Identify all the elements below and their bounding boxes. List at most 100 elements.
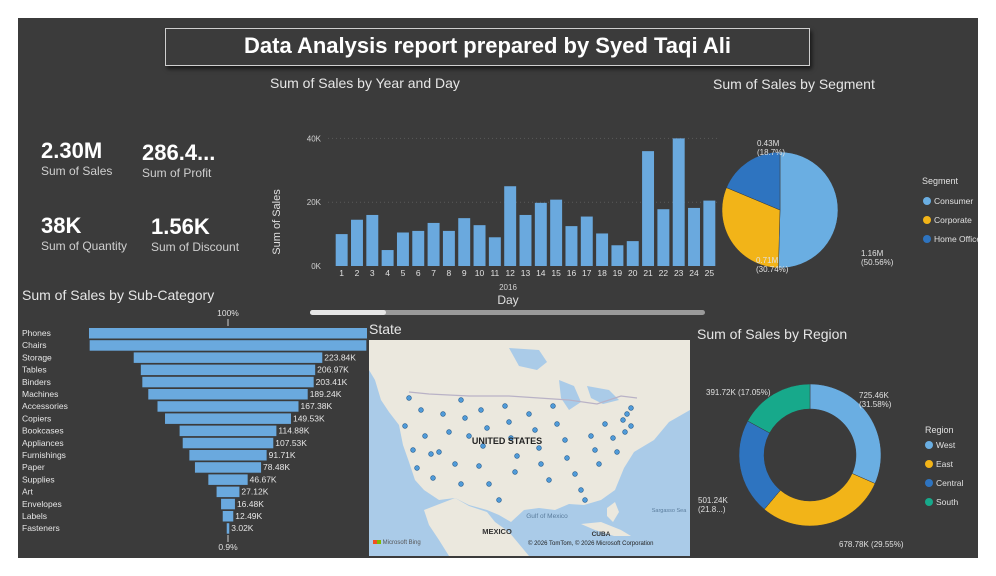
subcat-bar[interactable] [222,511,234,522]
year-day-bar[interactable] [550,199,563,266]
map-state-dot[interactable] [446,429,452,435]
year-day-bar[interactable] [381,250,394,266]
year-day-bar[interactable] [488,237,501,266]
map-state-dot[interactable] [620,417,626,423]
year-day-bar[interactable] [473,225,486,266]
map-state-dot[interactable] [628,423,634,429]
map-state-dot[interactable] [602,421,608,427]
kpi-discount-card[interactable]: 1.56K Sum of Discount [151,214,239,254]
segment-pie-slice[interactable] [778,151,839,269]
subcat-bar[interactable] [148,389,308,400]
map-state-dot[interactable] [476,463,482,469]
map-state-dot[interactable] [610,435,616,441]
year-day-bar[interactable] [703,200,716,266]
year-day-scrollbar[interactable] [310,310,705,315]
subcat-bar[interactable] [133,352,323,363]
map-state-dot[interactable] [478,407,484,413]
map-state-dot[interactable] [550,403,556,409]
kpi-sales-card[interactable]: 2.30M Sum of Sales [41,138,112,178]
year-day-bar[interactable] [412,230,425,266]
map-state-dot[interactable] [546,477,552,483]
map-state-dot[interactable] [466,433,472,439]
map-state-dot[interactable] [526,411,532,417]
year-day-bar[interactable] [351,219,363,266]
year-day-bar[interactable] [458,218,471,266]
region-donut-slice[interactable] [747,383,811,434]
segment-pie-slice[interactable] [726,151,781,211]
year-day-bar[interactable] [611,245,624,266]
map-state-dot[interactable] [406,395,412,401]
region-donut-slice[interactable] [763,473,876,527]
map-state-dot[interactable] [514,453,520,459]
year-day-bar[interactable] [396,232,409,267]
map-state-dot[interactable] [508,435,514,441]
year-day-bar[interactable] [580,216,593,266]
region-legend-item[interactable]: West [936,440,956,450]
map-state-dot[interactable] [496,497,502,503]
map-state-dot[interactable] [452,461,458,467]
subcat-bar[interactable] [182,437,274,449]
map-state-dot[interactable] [532,427,538,433]
map-state-dot[interactable] [512,469,518,475]
region-legend-item[interactable]: East [936,459,954,469]
subcat-bar[interactable] [157,401,299,412]
year-day-bar[interactable] [565,226,578,266]
map-state-dot[interactable] [484,425,490,431]
segment-legend-item[interactable]: Consumer [934,196,973,206]
subcat-bar[interactable] [221,498,235,510]
map-state-dot[interactable] [418,407,424,413]
map-state-dot[interactable] [422,433,428,439]
region-donut-slice[interactable] [738,420,781,510]
subcat-bar[interactable] [165,413,291,424]
map-state-dot[interactable] [628,405,634,411]
region-donut-chart[interactable]: 725.46K(31.58%) 678.78K (29.55%) 501.24K(2… [688,353,978,558]
kpi-profit-card[interactable]: 286.4... Sum of Profit [142,140,215,180]
subcat-bar[interactable] [226,523,230,534]
map-state-dot[interactable] [622,429,628,435]
map-state-dot[interactable] [402,423,408,429]
segment-pie-chart[interactable]: 1.16M(50.56%) 0.71M(30.74%) 0.43M(18.7%) S… [698,123,978,293]
map-state-dot[interactable] [428,451,434,457]
year-day-bar[interactable] [626,241,639,266]
map-state-dot[interactable] [592,447,598,453]
map-state-dot[interactable] [440,411,446,417]
year-day-bar[interactable] [534,202,547,266]
year-day-bar[interactable] [642,151,655,266]
region-legend-item[interactable]: South [936,497,958,507]
year-day-bar[interactable] [427,222,440,266]
map-state-dot[interactable] [624,411,630,417]
map-state-dot[interactable] [458,481,464,487]
subcat-bar[interactable] [208,474,248,485]
segment-legend-item[interactable]: Home Office [934,234,978,244]
segment-legend-item[interactable]: Corporate [934,215,972,225]
map-state-dot[interactable] [564,455,570,461]
subcat-bar[interactable] [194,462,262,473]
subcat-bar[interactable] [216,486,240,498]
year-day-bar[interactable] [688,207,700,266]
map-state-dot[interactable] [554,421,560,427]
map-state-dot[interactable] [458,397,464,403]
map-state-dot[interactable] [480,443,486,449]
map-state-dot[interactable] [562,437,568,443]
map-state-dot[interactable] [462,415,468,421]
map-state-dot[interactable] [572,471,578,477]
year-day-bar[interactable] [657,209,670,266]
subcat-bar[interactable] [179,425,277,437]
map-state-dot[interactable] [588,433,594,439]
subcat-bar[interactable] [189,450,267,461]
year-day-bar[interactable] [442,230,455,266]
map-state-dot[interactable] [502,403,508,409]
year-day-scrollbar-thumb[interactable] [310,310,386,315]
state-map[interactable]: UNITED STATES MEXICO CUBA Gulf of Mexico… [369,340,690,556]
year-day-bar[interactable] [335,234,348,266]
region-legend-item[interactable]: Central [936,478,964,488]
map-state-dot[interactable] [430,475,436,481]
map-state-dot[interactable] [436,449,442,455]
segment-pie-slice[interactable] [721,187,781,269]
map-state-dot[interactable] [582,497,588,503]
map-state-dot[interactable] [538,461,544,467]
year-day-bar[interactable] [672,138,685,266]
map-state-dot[interactable] [414,465,420,471]
map-state-dot[interactable] [486,481,492,487]
